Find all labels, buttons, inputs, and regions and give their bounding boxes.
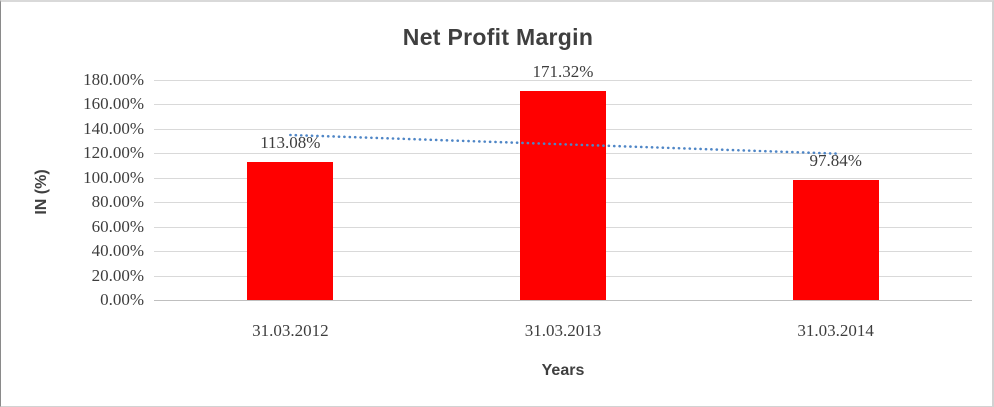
- y-tick-label: 40.00%: [91, 241, 144, 261]
- bar-data-label: 97.84%: [809, 151, 862, 171]
- y-tick-label: 0.00%: [100, 290, 144, 309]
- y-tick-label: 100.00%: [83, 167, 144, 187]
- y-tick-label: 180.00%: [83, 70, 144, 89]
- x-category-label: 31.03.2012: [252, 321, 329, 340]
- x-category-label: 31.03.2013: [524, 321, 602, 340]
- bar-data-label: 171.32%: [532, 61, 594, 81]
- y-tick-label: 120.00%: [83, 143, 144, 163]
- bar-data-label: 113.08%: [260, 132, 321, 152]
- gridline: [154, 80, 972, 81]
- y-tick-label: 140.00%: [83, 118, 144, 138]
- bar: [247, 161, 334, 300]
- y-tick-label: 160.00%: [83, 94, 144, 114]
- y-axis-title: IN (%): [33, 169, 50, 215]
- y-tick-label: 60.00%: [91, 216, 144, 236]
- plot-area: 113.08% 171.32% 97.84%: [154, 62, 972, 301]
- bar: [520, 90, 606, 300]
- y-tick-label: 20.00%: [91, 265, 144, 285]
- x-category-label: 31.03.2014: [797, 321, 874, 340]
- chart-title: Net Profit Margin: [402, 24, 594, 50]
- x-axis-title: Years: [541, 362, 585, 379]
- bar: [792, 180, 879, 300]
- x-axis-line: [154, 300, 972, 301]
- y-tick-label: 80.00%: [91, 192, 144, 212]
